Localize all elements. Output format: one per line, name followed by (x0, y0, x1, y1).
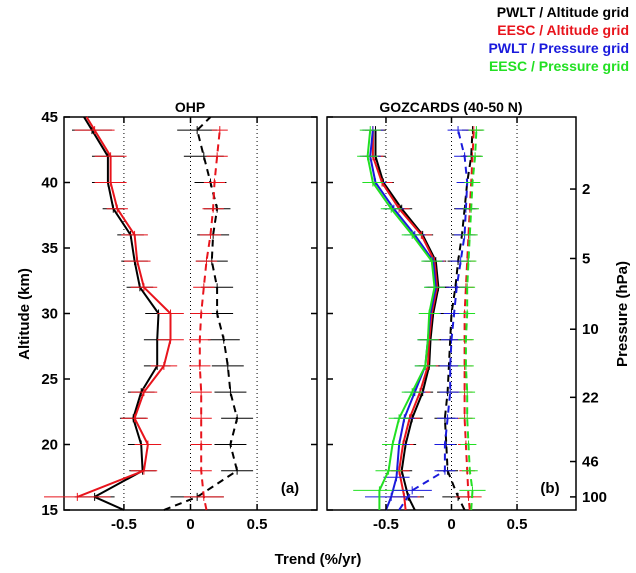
series-line-eesc_alt_const (463, 130, 475, 511)
series-line-eesc_prs_const (464, 130, 478, 511)
panel-a-title: OHP (175, 99, 205, 115)
panel-b-label: (b) (540, 480, 559, 497)
x-tick-label: 0.5 (247, 516, 268, 533)
legend: PWLT / Altitude grid EESC / Altitude gri… (488, 4, 629, 74)
pressure-tick-label: 10 (582, 321, 599, 338)
panel-a-label: (a) (281, 480, 299, 497)
y-tick-label: 25 (41, 371, 58, 388)
series-line-eesc_alt_const (198, 129, 221, 511)
pressure-tick-label: 5 (582, 250, 590, 267)
series-line-pwlt_prs_const (398, 129, 469, 511)
x-tick-label: -0.5 (111, 516, 137, 533)
series-line-pwlt_alt_const (443, 130, 474, 511)
pressure-tick-label: 100 (582, 489, 607, 506)
legend-entry: EESC / Altitude grid (497, 22, 629, 38)
pressure-tick-label: 2 (582, 181, 590, 198)
y-tick-label: 45 (41, 109, 58, 126)
x-tick-label: -0.5 (373, 516, 399, 533)
panel-a: OHP -0.5 0 0.5 15 20 25 30 35 40 45 (a) (41, 99, 318, 533)
x-tick-label: 0 (186, 516, 194, 533)
panel-b-ticks: -0.5 0 0.5 100 46 22 10 5 2 (327, 116, 607, 533)
y-tick-label: 15 (41, 502, 58, 519)
pressure-tick-label: 22 (582, 389, 599, 406)
series-line-eesc_prs (366, 130, 436, 510)
series-line-eesc_alt (76, 116, 172, 498)
legend-entry: PWLT / Pressure grid (488, 40, 629, 56)
y-axis-label-right: Pressure (hPa) (614, 261, 631, 367)
y-tick-label: 35 (41, 240, 58, 257)
legend-entry: PWLT / Altitude grid (497, 4, 629, 20)
x-tick-label: 0 (447, 516, 455, 533)
legend-entry: EESC / Pressure grid (489, 58, 629, 74)
panel-b-series (353, 126, 486, 511)
pressure-tick-label: 46 (582, 454, 599, 471)
y-tick-label: 40 (41, 175, 58, 192)
panel-b: GOZCARDS (40-50 N) -0.5 0 0.5 100 46 22 10 5 2 (… (326, 99, 607, 533)
y-axis-label-left: Altitude (km) (16, 268, 33, 360)
series-line-eesc_alt (371, 130, 439, 511)
y-tick-label: 30 (41, 306, 58, 323)
x-tick-label: 0.5 (507, 516, 528, 533)
series-line-pwlt_alt (374, 130, 440, 511)
panel-b-title: GOZCARDS (40-50 N) (379, 99, 522, 115)
x-axis-label: Trend (%/yr) (275, 551, 362, 568)
y-tick-label: 20 (41, 437, 58, 454)
panel-a-ticks: -0.5 0 0.5 15 20 25 30 35 40 45 (41, 109, 317, 533)
panel-a-series (44, 116, 254, 511)
series-line-pwlt_prs (369, 129, 437, 511)
